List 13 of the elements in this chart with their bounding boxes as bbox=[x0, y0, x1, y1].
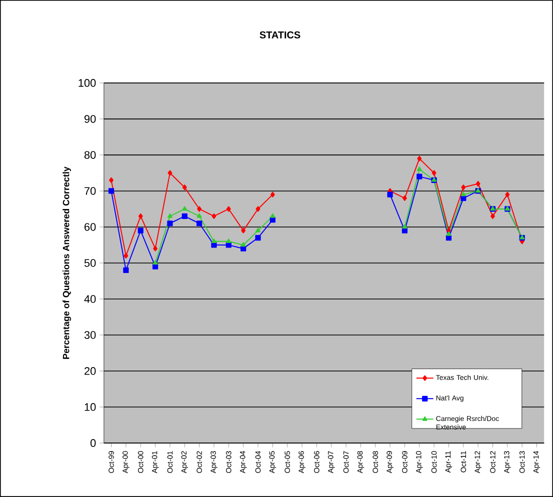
y-tick-label: 20 bbox=[84, 367, 96, 375]
y-tick-label: 10 bbox=[84, 403, 96, 411]
y-tick-label: 100 bbox=[78, 79, 96, 87]
y-tick-label: 0 bbox=[90, 439, 96, 447]
y-tick-label: 90 bbox=[84, 115, 96, 123]
y-tick-label: 50 bbox=[84, 259, 96, 267]
y-axis-title: Percentage of Questions Answered Correctly bbox=[62, 166, 72, 359]
y-tick-label: 70 bbox=[84, 187, 96, 195]
y-tick-label: 60 bbox=[84, 223, 96, 231]
y-tick-label: 80 bbox=[84, 151, 96, 159]
y-tick-label: 40 bbox=[84, 295, 96, 303]
chart-title: STATICS bbox=[260, 31, 300, 38]
y-tick-label: 30 bbox=[84, 331, 96, 339]
